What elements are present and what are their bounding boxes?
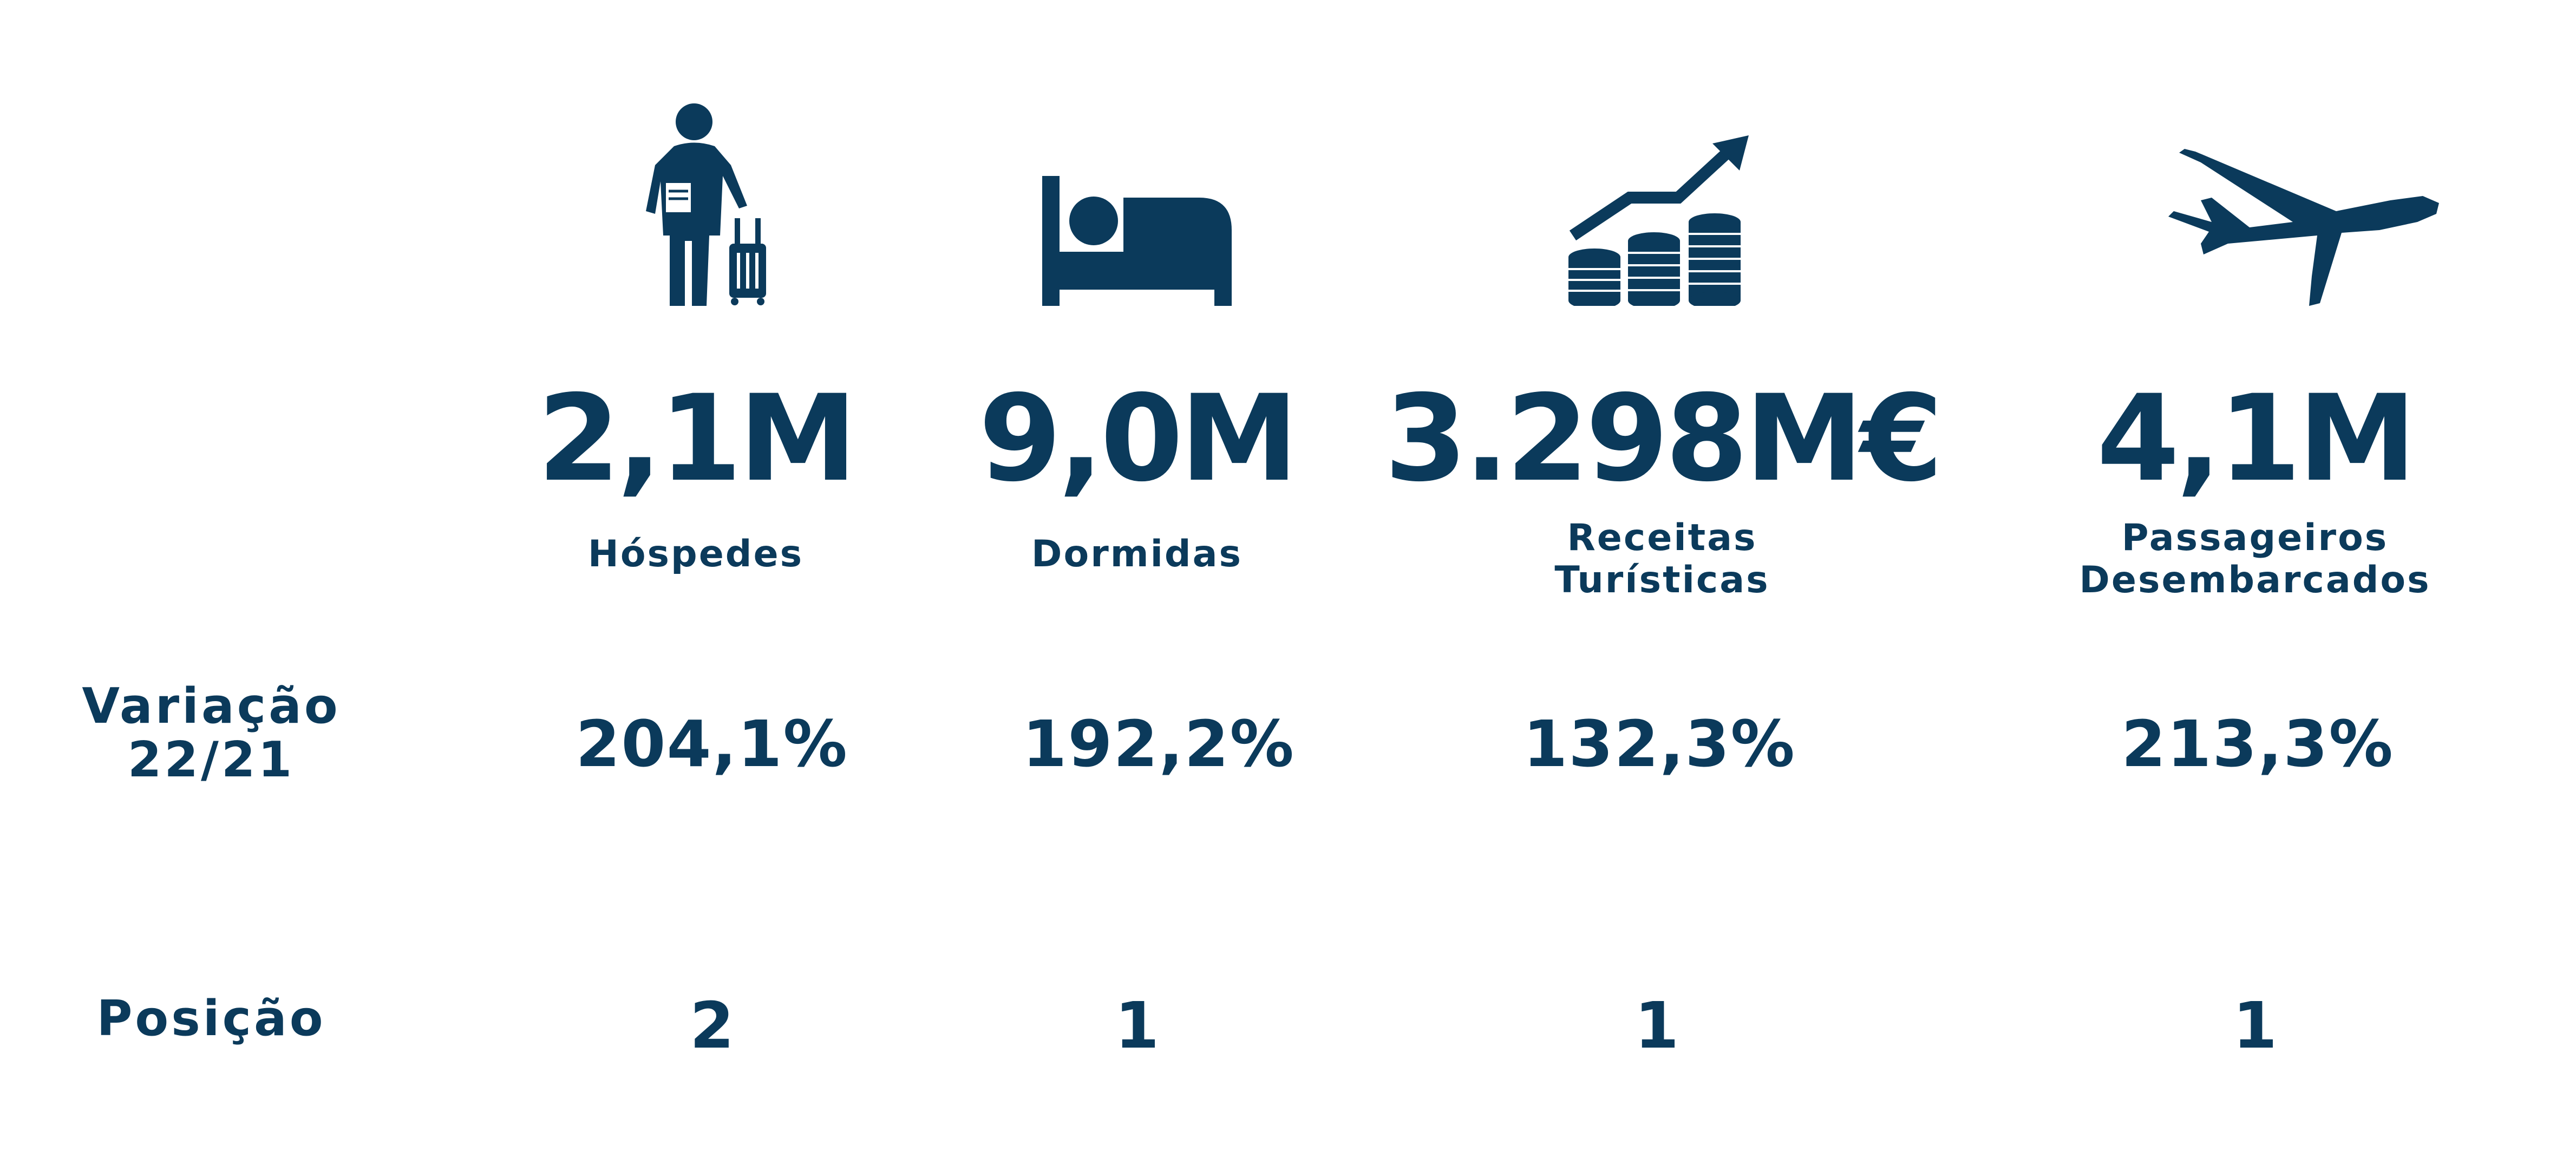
coins-growth-icon [1567,135,1751,306]
metric-label-overnight-stays: Dormidas [1031,533,1243,576]
metric-value-passengers: 4,1M [2096,369,2417,508]
variation-passengers: 213,3% [2121,707,2394,781]
traveler-icon [642,100,782,306]
metric-label-passengers: Passageiros Desembarcados [2079,516,2431,602]
row-label-position: Posição [96,990,326,1047]
metric-value-tourism-revenue: 3.298M€ [1384,369,1943,508]
metric-value-guests: 2,1M [537,369,858,508]
position-passengers: 1 [2232,988,2278,1063]
metric-value-overnight-stays: 9,0M [978,369,1299,508]
variation-tourism-revenue: 132,3% [1523,707,1796,781]
row-label-variation: Variação 22/21 [82,678,341,788]
bed-icon [1042,176,1232,306]
metric-label-guests: Hóspedes [587,533,804,576]
position-tourism-revenue: 1 [1634,988,1679,1063]
airplane-icon [2163,146,2444,306]
position-guests: 2 [689,988,735,1063]
variation-overnight-stays: 192,2% [1022,707,1295,781]
variation-guests: 204,1% [576,707,848,781]
position-overnight-stays: 1 [1114,988,1160,1063]
metric-label-tourism-revenue: Receitas Turísticas [1554,516,1770,602]
